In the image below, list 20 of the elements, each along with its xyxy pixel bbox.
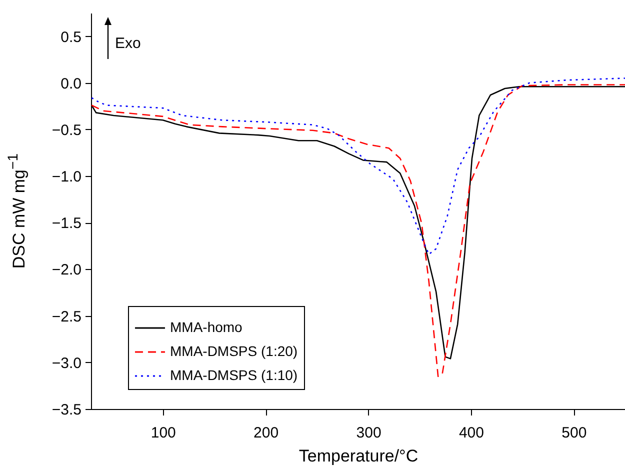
y-tick-label: −0.5 xyxy=(52,122,82,139)
y-tick-label: −1.0 xyxy=(52,168,82,186)
y-tick-label: 0.0 xyxy=(60,75,82,92)
y-tick-label: −1.5 xyxy=(52,215,82,232)
x-axis-title: Temperature/°C xyxy=(298,446,418,466)
x-tick-label: 500 xyxy=(562,424,587,442)
y-tick-label: −3.0 xyxy=(52,354,82,372)
legend-label: MMA-DMSPS (1:10) xyxy=(170,367,298,383)
x-tick-label: 300 xyxy=(356,424,382,442)
y-tick-label: −2.5 xyxy=(52,308,82,326)
y-tick-label: −3.5 xyxy=(52,402,82,418)
x-tick-label: 200 xyxy=(254,424,279,442)
y-tick-label: 0.5 xyxy=(60,28,82,46)
legend-label: MMA-homo xyxy=(170,319,243,335)
annotation: Exo xyxy=(115,35,141,52)
y-tick-label: −2.0 xyxy=(52,262,82,279)
x-tick-label: 100 xyxy=(150,424,176,442)
legend-label: MMA-DMSPS (1:20) xyxy=(170,343,298,359)
line-series xyxy=(91,78,625,255)
x-tick-label: 400 xyxy=(458,424,484,442)
